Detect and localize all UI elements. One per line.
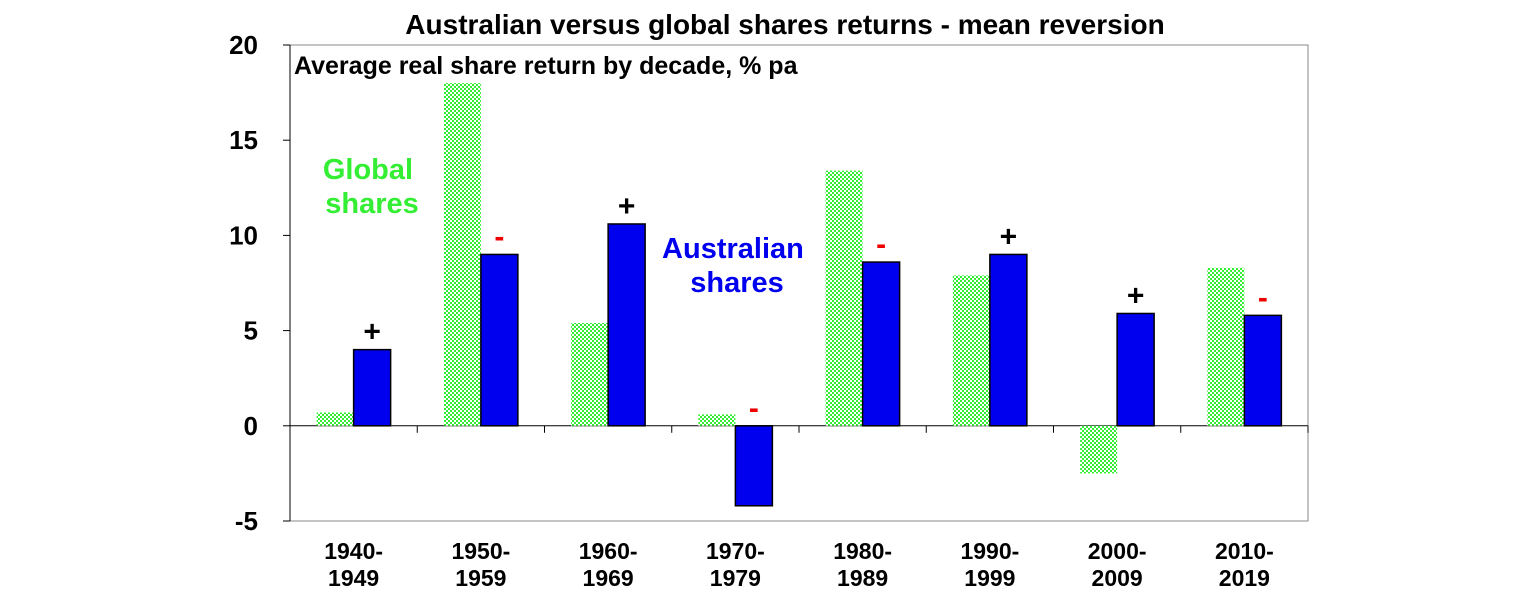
bar-global-shares — [698, 414, 736, 426]
bar-australian-shares — [352, 348, 392, 427]
bar-australian-shares — [861, 261, 901, 427]
x-tick-label-line: 2009 — [1092, 565, 1143, 591]
y-tick-label: 10 — [229, 220, 258, 250]
y-tick-label: 5 — [244, 316, 258, 346]
plot-area — [289, 44, 1309, 522]
marker-plus: + — [363, 316, 381, 349]
bar-australian-shares — [1116, 312, 1155, 427]
bar-global-shares — [316, 412, 354, 426]
chart-subtitle: Average real share return by decade, % p… — [294, 52, 799, 80]
x-tick-label: 1980-1989 — [833, 538, 892, 591]
marker-minus: - — [1258, 281, 1268, 314]
y-tick-label: 15 — [229, 125, 258, 155]
marker-plus: + — [1127, 279, 1145, 312]
bars — [316, 83, 1283, 507]
bar-global-shares — [443, 83, 481, 426]
x-tick-label-line: 1980- — [833, 538, 892, 564]
marker-minus: - — [749, 392, 759, 425]
x-tick-label: 1990-1999 — [960, 538, 1019, 591]
x-tick-label-line: 1959 — [455, 565, 506, 591]
y-tick-label: 0 — [244, 411, 258, 441]
legend-global-shares: Global shares — [323, 154, 421, 220]
bar-australian-shares — [989, 253, 1028, 427]
x-tick-label-line: 1949 — [328, 565, 379, 591]
bar-global-shares — [1080, 425, 1118, 474]
x-tick-label-line: 2000- — [1088, 538, 1147, 564]
y-tick-label: -5 — [235, 506, 258, 536]
legend-global-line-2: shares — [325, 188, 419, 220]
x-tick-label-line: 1979 — [710, 565, 761, 591]
change-markers: + - + - - + + - — [363, 190, 1268, 425]
x-tick-label-line: 1940- — [324, 538, 383, 564]
y-axis: -5 0 5 10 15 20 — [229, 30, 291, 536]
legend-australian-shares: Australian shares — [662, 233, 812, 299]
x-tick-label: 1950-1959 — [451, 538, 510, 591]
x-tick-label: 1940-1949 — [324, 538, 383, 591]
legend-aus-line-2: shares — [690, 267, 784, 299]
x-tick-label-line: 1999 — [964, 565, 1015, 591]
marker-minus: - — [494, 220, 504, 253]
bar-australian-shares — [480, 253, 519, 427]
x-tick-label: 2010-2019 — [1215, 538, 1274, 591]
marker-plus: + — [1000, 220, 1018, 253]
marker-plus: + — [618, 190, 636, 223]
x-tick-label-line: 1990- — [960, 538, 1019, 564]
bar-australian-shares — [607, 223, 646, 427]
x-tick-label-line: 1950- — [451, 538, 510, 564]
bar-global-shares — [1207, 267, 1245, 426]
bar-global-shares — [825, 170, 863, 426]
x-tick-label: 2000-2009 — [1088, 538, 1147, 591]
bar-global-shares — [571, 322, 609, 426]
legend-global-line-1: Global — [323, 154, 413, 186]
x-axis: 1940-1949 1950-1959 1960-1969 1970-1979 1980… — [289, 425, 1309, 591]
x-tick-label-line: 1969 — [583, 565, 634, 591]
x-tick-label-line: 2010- — [1215, 538, 1274, 564]
marker-minus: - — [876, 228, 886, 261]
x-tick-label-line: 1960- — [579, 538, 638, 564]
legend-aus-line-1: Australian — [662, 233, 804, 265]
bar-australian-shares — [1243, 314, 1283, 427]
bar-global-shares — [952, 275, 990, 426]
chart-title: Australian versus global shares returns … — [405, 9, 1164, 40]
x-tick-label: 1970-1979 — [706, 538, 765, 591]
x-tick-label-line: 1970- — [706, 538, 765, 564]
x-tick-label-line: 1989 — [837, 565, 888, 591]
bar-australian-shares — [734, 425, 774, 507]
x-tick-label: 1960-1969 — [579, 538, 638, 591]
y-tick-label: 20 — [229, 30, 258, 60]
x-tick-label-line: 2019 — [1219, 565, 1270, 591]
